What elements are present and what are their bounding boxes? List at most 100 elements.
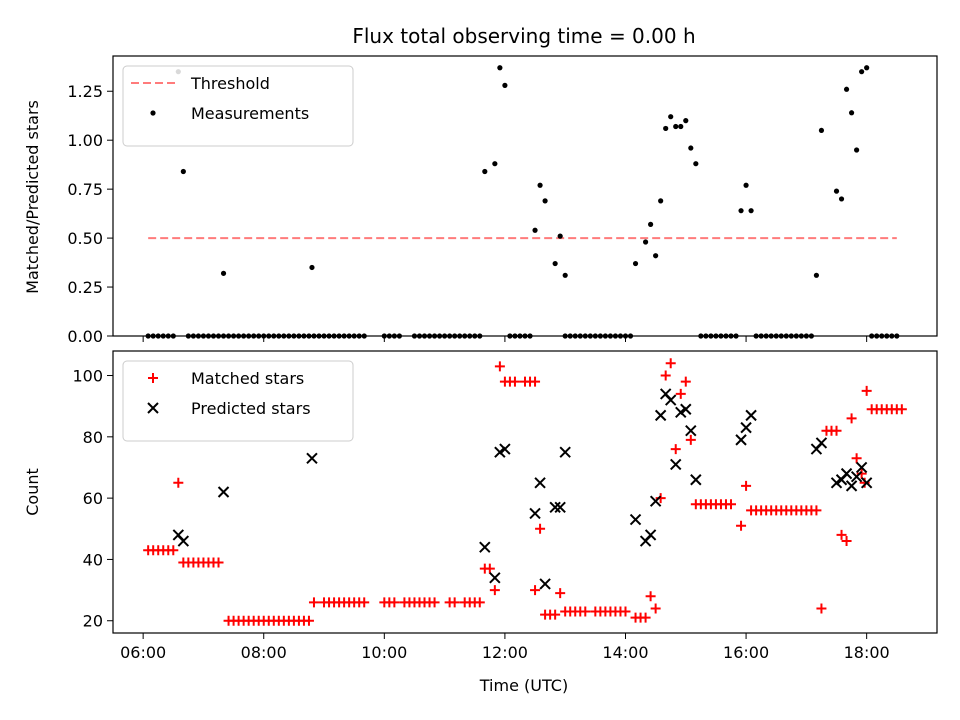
predicted-point [644,529,657,541]
measurement-point [738,208,744,214]
measurement-point [642,239,649,245]
predicted-point [855,461,868,474]
matched-point [665,358,676,369]
predicted-point [494,446,506,458]
predicted-point [685,424,697,437]
matched-point [841,536,852,547]
y-tick-label: 80 [83,428,103,447]
x-tick-label: 08:00 [241,643,287,662]
predicted-point [539,578,551,590]
y-tick-label: 0.25 [67,278,103,297]
x-tick-label: 18:00 [844,643,890,662]
matched-point [303,615,314,626]
predicted-point [840,467,853,480]
matched-point [896,404,907,415]
measurement-point [843,86,850,92]
predicted-point [745,409,757,422]
y-tick-label: 40 [83,550,103,569]
predicted-point [860,477,873,489]
predicted-point [850,470,863,483]
predicted-point [664,394,677,406]
measurement-point [859,69,865,75]
predicted-point [740,421,752,434]
matched-point [535,523,546,534]
predicted-point [489,572,501,584]
predicted-point [735,434,747,446]
x-tick-label: 16:00 [723,643,769,662]
x-tick-label: 06:00 [120,643,166,662]
predicted-point [217,486,230,498]
measurement-point [482,168,488,175]
predicted-point [479,541,491,553]
measurement-point [743,182,749,188]
matched-point [555,588,566,599]
matched-point [741,480,752,491]
measurement-point [818,127,825,134]
x-tick-label: 14:00 [602,643,648,662]
matched-point [389,597,400,608]
x-tick-label: 10:00 [361,643,407,662]
matched-point [726,499,736,510]
measurement-point [673,123,679,130]
matched-point [550,609,561,620]
matched-point [640,612,651,623]
measurement-point [180,168,186,175]
matched-point [530,585,541,596]
y-tick-label: 0.75 [67,180,103,199]
matched-point [645,591,656,602]
plot-frame [112,55,938,337]
predicted-point [654,409,667,422]
y-tick-label: 0.00 [67,327,103,346]
predicted-point [690,474,702,486]
matched-point [831,425,842,436]
y-tick-label: 1.00 [67,131,103,150]
measurement-point [678,123,684,130]
panel-0: 0.00 0.25 0.50 0.75 1.00 1.25 Threshold Measure… [67,55,938,346]
legend-key [147,402,159,414]
measurement-point [693,161,699,167]
predicted-point [830,477,843,489]
measurement-point [658,198,664,204]
matched-point [861,385,872,396]
matched-point [449,597,460,608]
legend-label: Matched stars [191,369,304,388]
matched-point [484,563,495,574]
predicted-point [549,501,561,514]
legend: Threshold Measurements [122,65,354,147]
chart-title: Flux total observing time = 0.00 h [352,24,695,48]
measurement-point [492,161,498,167]
matched-point [851,453,862,464]
measurement-point [497,65,503,71]
matched-point [580,606,591,617]
measurement-point [688,145,694,151]
measurement-point [683,118,689,124]
plot-frame [112,350,938,634]
y-tick-label: 1.25 [67,82,103,101]
predicted-point [177,535,190,547]
measurement-point [653,253,659,259]
matched-point [509,376,520,387]
matched-point [474,597,485,608]
measurement-point [562,272,568,278]
legend-label: Predicted stars [191,399,311,418]
legend-key [148,373,158,383]
legend-box [122,360,354,442]
matched-point [650,603,661,614]
measurement-point [864,65,870,71]
measurement-point [532,227,538,233]
matched-point [489,585,500,596]
legend-key [150,110,156,116]
matched-point [811,505,822,516]
matched-point [530,376,541,387]
matched-point [494,361,505,372]
series-predicted-stars [172,388,873,590]
matched-point [670,444,681,455]
matched-point [836,529,847,540]
y-axis-label-bottom: Count [23,468,42,516]
y-axis-label-top: Matched/Predicted stars [23,100,42,294]
predicted-point [529,507,541,520]
predicted-point [559,446,571,458]
predicted-point [845,480,858,492]
measurement-point [542,198,548,204]
